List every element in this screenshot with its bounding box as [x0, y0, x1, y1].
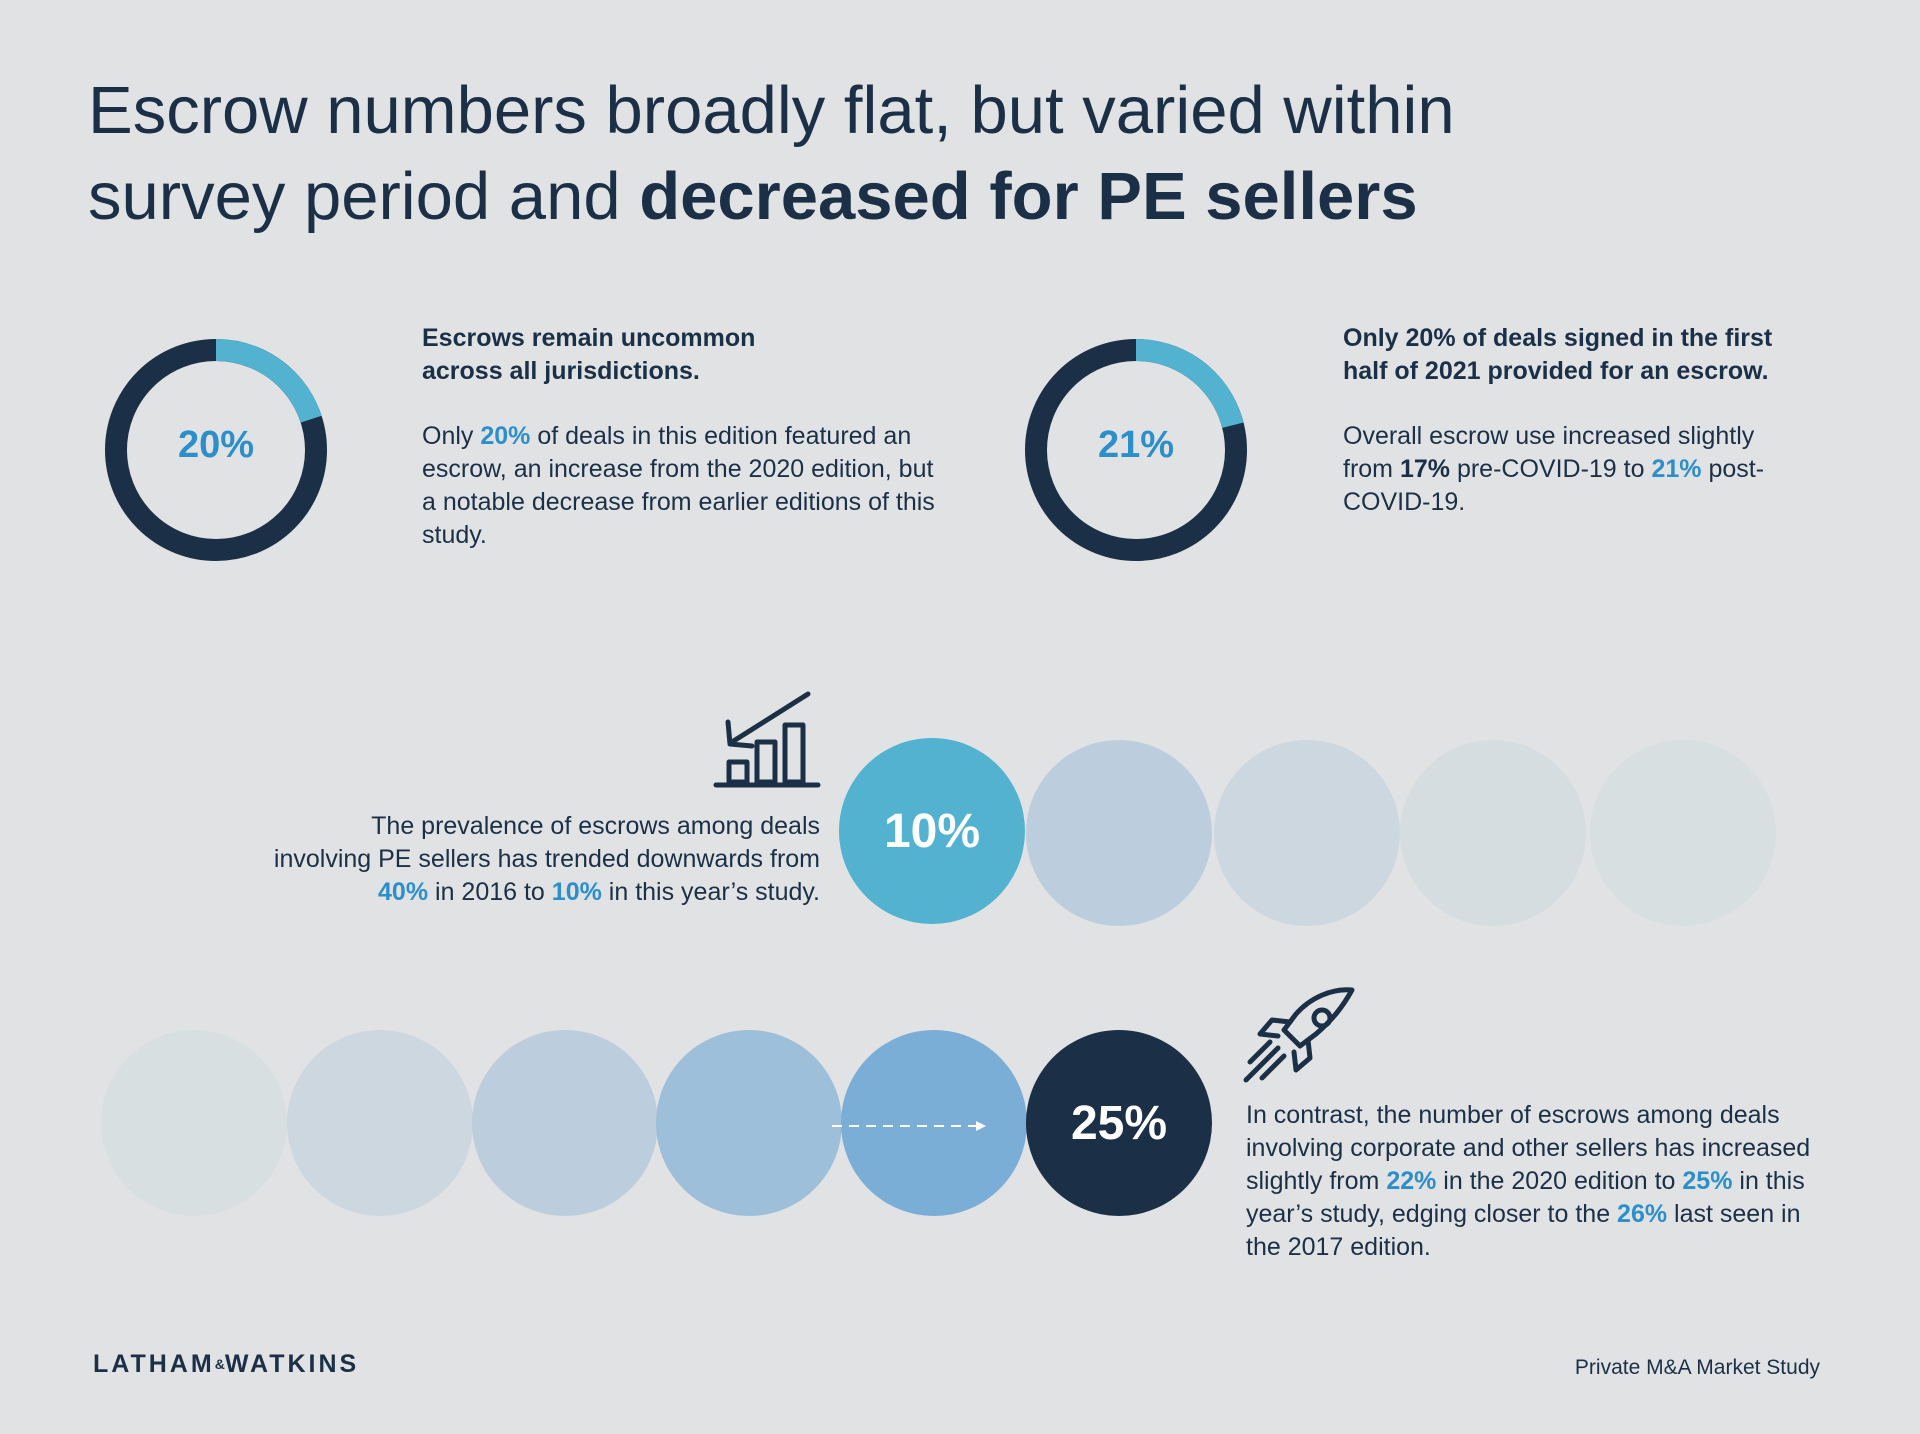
stat1-heading: Escrows remain uncommon across all juris…	[422, 322, 962, 388]
pe-sellers-text: The prevalence of escrows among deals in…	[270, 810, 820, 909]
stat1-body-text: Only	[422, 422, 481, 450]
corporate-highlight-26: 26%	[1617, 1200, 1668, 1228]
corporate-text: In contrast, the number of escrows among…	[1246, 1101, 1811, 1195]
stat1-heading-line1: Escrows remain uncommon	[422, 324, 756, 352]
donut-chart-20	[105, 339, 327, 561]
trend-circle-prior	[841, 1030, 1027, 1216]
title-line1: Escrow numbers broadly flat, but varied …	[88, 73, 1455, 148]
pe-value-circle: 10%	[839, 738, 1025, 924]
donut-value-arc	[1025, 339, 1247, 561]
corporate-highlight-22: 22%	[1386, 1167, 1437, 1195]
pe-text: in this year’s study.	[601, 878, 820, 906]
trend-circle-faded	[1400, 740, 1586, 926]
logo-part2: WATKINS	[224, 1350, 360, 1378]
stat2-heading-line1: Only 20% of deals signed in the first	[1343, 324, 1773, 352]
logo-ampersand: &	[214, 1356, 225, 1372]
donut-value-label: 20%	[177, 424, 255, 466]
stat2-heading-line2: half of 2021 provided for an escrow.	[1343, 357, 1769, 385]
study-name: Private M&A Market Study	[1574, 1356, 1820, 1379]
stat2-highlight-17: 17%	[1399, 455, 1450, 483]
stat2-text-block: Only 20% of deals signed in the first ha…	[1343, 322, 1863, 519]
stat1-body-text: of deals in this edition featured an esc…	[422, 422, 935, 549]
corporate-sellers-text: In contrast, the number of escrows among…	[1246, 1099, 1826, 1264]
pe-highlight-10: 10%	[551, 878, 602, 906]
stat1-highlight-20: 20%	[480, 422, 531, 450]
trend-circle-faded	[287, 1030, 473, 1216]
title-line2-regular: survey period and	[88, 159, 640, 234]
page-title: Escrow numbers broadly flat, but varied …	[88, 68, 1788, 240]
logo-part1: LATHAM	[93, 1350, 215, 1378]
stat2-highlight-21: 21%	[1651, 455, 1702, 483]
trend-circle-faded	[1590, 740, 1776, 926]
dashed-arrow-icon	[832, 1121, 986, 1131]
corporate-text: in the 2020 edition to	[1436, 1167, 1683, 1195]
stat2-heading: Only 20% of deals signed in the first ha…	[1343, 322, 1863, 388]
stat1-body: Only 20% of deals in this edition featur…	[422, 420, 942, 552]
pe-highlight-40: 40%	[378, 878, 429, 906]
corporate-highlight-25: 25%	[1682, 1167, 1733, 1195]
stat2-body-text: post-COVID-19.	[1343, 455, 1765, 516]
donut-value-label: 21%	[1097, 424, 1175, 466]
pe-text: The prevalence of escrows among deals in…	[273, 812, 820, 873]
latham-watkins-logo: LATHAM&WATKINS	[93, 1350, 359, 1379]
stat2-body-text: pre-COVID-19 to	[1450, 455, 1652, 483]
pe-text: in 2016 to	[428, 878, 552, 906]
declining-bar-chart-icon	[713, 691, 821, 788]
donut-chart-21	[1025, 339, 1247, 561]
stat2-body-text: Overall escrow use increased slightly fr…	[1343, 422, 1755, 483]
corporate-text: last seen in the 2017 edition.	[1246, 1200, 1801, 1261]
corporate-text: in this year’s study, edging closer to t…	[1246, 1167, 1805, 1228]
stat2-body: Overall escrow use increased slightly fr…	[1343, 420, 1783, 519]
stat1-heading-line2: across all jurisdictions.	[422, 357, 700, 385]
donut-value-arc	[105, 339, 327, 561]
trend-circle-faded	[472, 1030, 658, 1216]
corporate-value-circle: 25%	[1026, 1030, 1212, 1216]
trend-circle-faded	[1026, 740, 1212, 926]
title-line2-bold: decreased for PE sellers	[639, 159, 1418, 234]
trend-circle-faded	[101, 1030, 287, 1216]
trend-circle-faded	[1214, 740, 1400, 926]
pe-value-label: 10%	[883, 804, 981, 858]
corporate-value-label: 25%	[1070, 1096, 1168, 1150]
stat1-text-block: Escrows remain uncommon across all juris…	[422, 322, 962, 552]
rocket-icon	[1243, 987, 1355, 1083]
trend-circle-faded	[656, 1030, 842, 1216]
